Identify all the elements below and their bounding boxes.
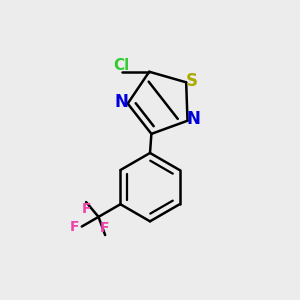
Text: N: N: [187, 110, 200, 128]
Text: F: F: [81, 202, 91, 216]
Text: S: S: [185, 72, 197, 90]
Text: N: N: [115, 93, 129, 111]
Text: F: F: [70, 220, 79, 233]
Text: F: F: [100, 221, 109, 236]
Text: Cl: Cl: [113, 58, 129, 73]
